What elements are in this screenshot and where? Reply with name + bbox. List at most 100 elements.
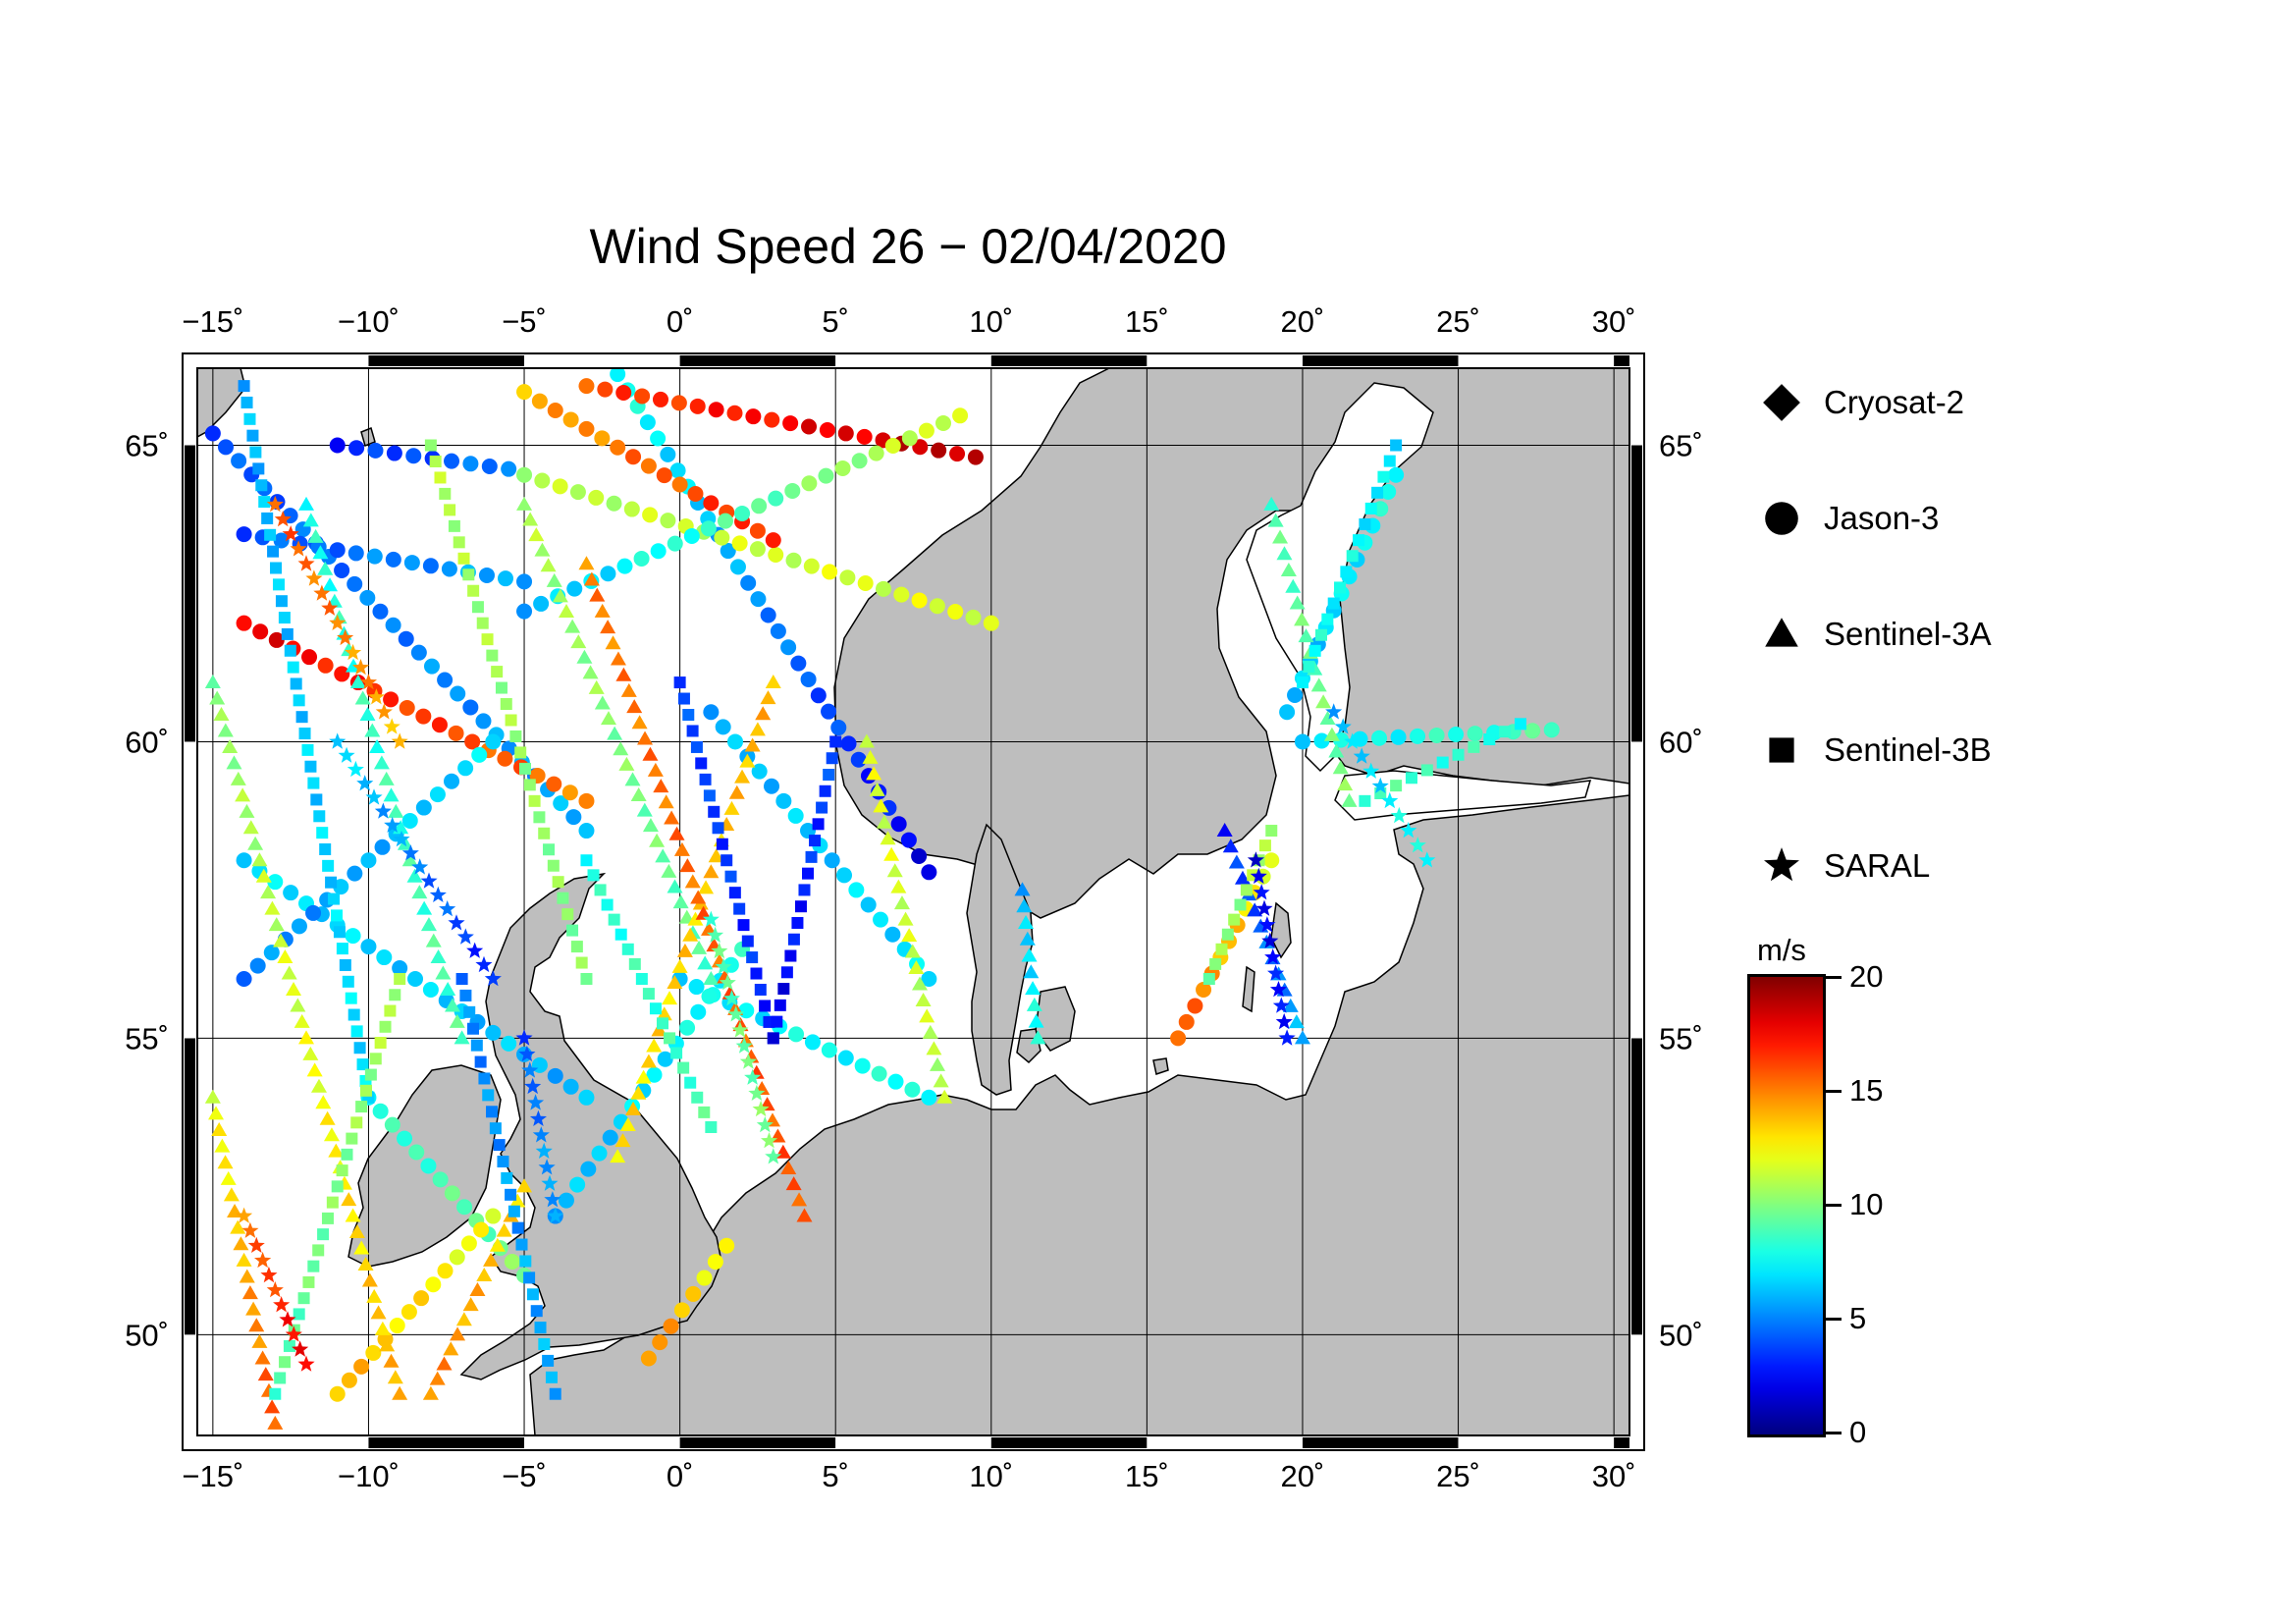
track-point-jason-3 bbox=[401, 812, 418, 829]
track-point-sentinel-3b bbox=[570, 941, 583, 953]
frame-segment-right bbox=[1631, 445, 1642, 742]
track-point-sentinel-3b bbox=[497, 1156, 509, 1168]
track-point-jason-3 bbox=[422, 558, 439, 574]
track-point-jason-3 bbox=[760, 607, 776, 623]
track-point-jason-3 bbox=[750, 591, 767, 608]
track-point-jason-3 bbox=[890, 816, 907, 833]
track-point-sentinel-3b bbox=[462, 568, 475, 581]
track-point-jason-3 bbox=[533, 595, 550, 612]
track-point-sentinel-3a bbox=[204, 675, 221, 689]
track-point-sentinel-3b bbox=[1483, 733, 1496, 746]
track-point-jason-3 bbox=[347, 865, 363, 882]
track-point-jason-3 bbox=[444, 1185, 460, 1202]
track-point-sentinel-3a bbox=[624, 772, 641, 786]
track-point-sentinel-3b bbox=[471, 601, 484, 614]
track-point-sentinel-3a bbox=[690, 890, 707, 904]
track-point-sentinel-3a bbox=[676, 943, 693, 957]
track-point-sentinel-3b bbox=[1420, 764, 1433, 777]
track-point-sentinel-3b bbox=[1383, 455, 1396, 467]
track-point-sentinel-3a bbox=[277, 949, 294, 964]
track-point-saral bbox=[429, 886, 447, 902]
track-point-sentinel-3a bbox=[242, 820, 259, 835]
colorbar-tick-mark bbox=[1826, 976, 1842, 979]
track-point-jason-3 bbox=[268, 631, 285, 648]
track-point-sentinel-3a bbox=[594, 603, 611, 618]
track-point-sentinel-3a bbox=[406, 868, 423, 883]
track-point-jason-3 bbox=[911, 847, 928, 864]
track-point-jason-3 bbox=[372, 1103, 389, 1119]
track-point-sentinel-3a bbox=[264, 1399, 281, 1414]
track-point-sentinel-3a bbox=[294, 1013, 310, 1028]
track-point-sentinel-3a bbox=[248, 1318, 265, 1332]
track-point-sentinel-3a bbox=[1025, 981, 1041, 996]
lon-tick-label: −5˚ bbox=[502, 1459, 547, 1493]
track-point-sentinel-3a bbox=[893, 895, 910, 910]
track-point-saral bbox=[411, 858, 429, 875]
track-point-sentinel-3b bbox=[712, 822, 724, 835]
track-point-jason-3 bbox=[1352, 730, 1368, 747]
track-point-saral bbox=[1278, 1029, 1296, 1046]
track-point-sentinel-3a bbox=[260, 885, 277, 899]
track-point-saral bbox=[1390, 806, 1408, 824]
track-point-jason-3 bbox=[236, 971, 252, 988]
track-point-jason-3 bbox=[834, 460, 851, 476]
track-point-sentinel-3a bbox=[1319, 710, 1336, 725]
track-point-jason-3 bbox=[734, 505, 751, 521]
track-point-sentinel-3b bbox=[331, 1180, 344, 1193]
track-point-sentinel-3b bbox=[297, 1292, 310, 1305]
frame-segment-top bbox=[1614, 355, 1629, 366]
track-point-sentinel-3b bbox=[754, 983, 767, 996]
track-point-sentinel-3b bbox=[345, 992, 357, 1004]
track-point-saral bbox=[535, 1142, 553, 1159]
track-point-jason-3 bbox=[267, 874, 284, 891]
track-point-sentinel-3b bbox=[389, 989, 401, 1001]
frame-segment-bottom bbox=[679, 1437, 836, 1448]
track-point-jason-3 bbox=[450, 685, 466, 702]
track-point-jason-3 bbox=[410, 644, 427, 661]
legend-label: Sentinel-3B bbox=[1824, 731, 1992, 768]
track-point-jason-3 bbox=[569, 1176, 586, 1193]
track-point-sentinel-3b bbox=[621, 943, 634, 955]
track-point-sentinel-3a bbox=[866, 766, 882, 781]
colorbar-tick-label: 5 bbox=[1849, 1301, 1867, 1335]
track-point-saral bbox=[260, 1266, 278, 1283]
track-point-sentinel-3a bbox=[370, 1305, 387, 1320]
track-point-sentinel-3b bbox=[312, 1244, 325, 1257]
track-point-sentinel-3a bbox=[582, 665, 599, 679]
track-point-jason-3 bbox=[634, 388, 651, 405]
track-point-saral bbox=[1264, 948, 1282, 965]
track-point-sentinel-3a bbox=[209, 690, 226, 705]
track-point-jason-3 bbox=[652, 1334, 668, 1351]
track-point-sentinel-3b bbox=[515, 1238, 528, 1251]
track-point-sentinel-3a bbox=[435, 965, 452, 980]
track-point-sentinel-3a bbox=[440, 981, 456, 996]
track-point-sentinel-3b bbox=[1240, 884, 1253, 896]
track-point-jason-3 bbox=[765, 532, 781, 549]
track-point-jason-3 bbox=[485, 1208, 502, 1224]
track-point-jason-3 bbox=[837, 425, 854, 442]
track-point-saral bbox=[329, 614, 347, 630]
frame-segment-top bbox=[212, 355, 369, 366]
track-point-saral bbox=[352, 659, 370, 676]
lon-tick-label: 25˚ bbox=[1436, 304, 1480, 339]
track-point-saral bbox=[420, 872, 438, 889]
track-point-sentinel-3a bbox=[449, 1013, 465, 1028]
track-point-sentinel-3b bbox=[1209, 957, 1222, 970]
track-point-jason-3 bbox=[456, 1199, 473, 1216]
track-point-sentinel-3b bbox=[601, 898, 614, 911]
track-point-sentinel-3b bbox=[552, 876, 564, 889]
track-point-sentinel-3b bbox=[684, 1076, 697, 1089]
track-point-sentinel-3a bbox=[230, 1219, 246, 1234]
track-point-saral bbox=[521, 1061, 539, 1078]
track-point-sentinel-3b bbox=[301, 743, 314, 756]
track-point-saral bbox=[744, 1068, 762, 1085]
track-point-sentinel-3b bbox=[511, 1221, 524, 1234]
track-point-sentinel-3b bbox=[1371, 486, 1384, 499]
track-point-sentinel-3a bbox=[679, 858, 696, 873]
track-point-sentinel-3b bbox=[279, 1356, 292, 1369]
track-point-sentinel-3a bbox=[578, 556, 595, 570]
track-point-sentinel-3a bbox=[886, 863, 903, 878]
track-point-sentinel-3b bbox=[1436, 756, 1449, 769]
track-point-sentinel-3b bbox=[716, 838, 728, 850]
track-point-jason-3 bbox=[403, 555, 420, 571]
